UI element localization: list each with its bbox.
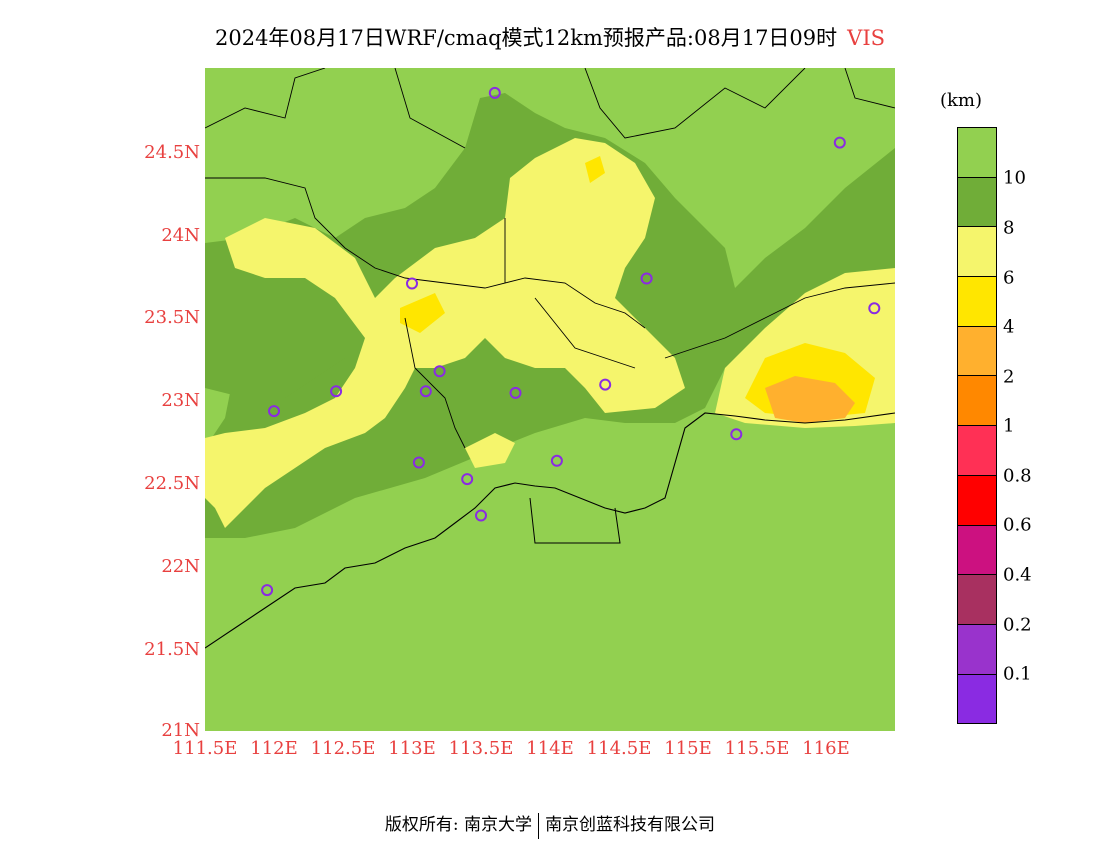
colorbar-segment [957,277,997,327]
station-marker [433,365,446,378]
vis-zone-4-north [585,156,605,183]
colorbar-segment [957,674,997,725]
province-border [205,68,895,449]
vis-zone-8-west [205,258,345,398]
colorbar-label-4: 4 [1003,316,1015,338]
station-marker [640,272,653,285]
station-marker [261,584,274,597]
chart-title: 2024年08月17日WRF/cmaq模式12km预报产品:08月17日09时 V… [0,22,1100,52]
colorbar-label-0.8: 0.8 [1003,465,1032,487]
vis-zone-4 [400,293,445,333]
y-tick-22.5N: 22.5N [144,473,200,494]
station-marker [509,386,522,399]
x-tick-114E: 114E [526,738,574,759]
colorbar-label-2: 2 [1003,366,1015,388]
vis-zone-6-south [465,433,515,468]
x-tick-116E: 116E [802,738,850,759]
title-text: 2024年08月17日WRF/cmaq模式12km预报产品:08月17日09时 [214,26,838,50]
colorbar [957,127,997,725]
station-marker [868,302,881,315]
vis-zone-6 [205,138,685,528]
coastline [205,412,895,649]
station-marker [330,385,343,398]
footer-right: 南京创蓝科技有限公司 [545,815,716,835]
colorbar-label-8: 8 [1003,217,1015,239]
station-marker [730,428,743,441]
x-tick-115.5E: 115.5E [724,738,790,759]
x-tick-111.5E: 111.5E [172,738,238,759]
colorbar-label-1: 1 [1003,415,1015,437]
colorbar-unit: (km) [940,90,983,111]
y-tick-22N: 22N [161,556,200,577]
y-tick-24.5N: 24.5N [144,142,200,163]
colorbar-segment [957,624,997,675]
x-tick-112.5E: 112.5E [310,738,376,759]
station-marker [406,277,418,290]
station-marker [268,405,280,418]
footer-left: 版权所有: 南京大学 [384,815,533,835]
footer-copyright: 版权所有: 南京大学 南京创蓝科技有限公司 [0,810,1100,839]
y-tick-21N: 21N [161,720,200,741]
colorbar-label-0.1: 0.1 [1003,663,1032,685]
station-marker [412,456,425,469]
station-marker [419,385,432,398]
station-marker [550,454,563,467]
x-tick-113E: 113E [388,738,436,759]
colorbar-segment [957,475,997,526]
colorbar-segment [957,326,997,377]
visibility-map [205,68,895,731]
x-tick-114.5E: 114.5E [586,738,652,759]
colorbar-label-0.4: 0.4 [1003,564,1032,586]
x-tick-115E: 115E [664,738,712,759]
y-tick-23N: 23N [161,390,200,411]
station-marker [461,473,474,486]
x-tick-113.5E: 113.5E [448,738,514,759]
x-tick-112E: 112E [250,738,298,759]
station-marker [599,378,612,391]
colorbar-segment [957,127,997,178]
colorbar-label-6: 6 [1003,267,1015,289]
station-marker [475,509,487,522]
colorbar-segment [957,426,997,476]
colorbar-label-10: 10 [1003,167,1026,189]
y-tick-23.5N: 23.5N [144,307,200,328]
vis-zone-2 [765,376,855,423]
hk-boundary [529,497,621,544]
station-marker [833,136,846,149]
title-variable: VIS [847,26,886,50]
colorbar-label-0.6: 0.6 [1003,514,1032,536]
colorbar-segment [957,227,997,278]
station-markers [261,86,881,597]
colorbar-segment [957,575,997,625]
y-tick-24N: 24N [161,225,200,246]
footer-separator [538,812,540,839]
colorbar-segment [957,177,997,228]
colorbar-segment [957,376,997,427]
colorbar-label-0.2: 0.2 [1003,614,1032,636]
y-tick-21.5N: 21.5N [144,639,200,660]
station-marker [488,86,501,99]
colorbar-segment [957,525,997,576]
